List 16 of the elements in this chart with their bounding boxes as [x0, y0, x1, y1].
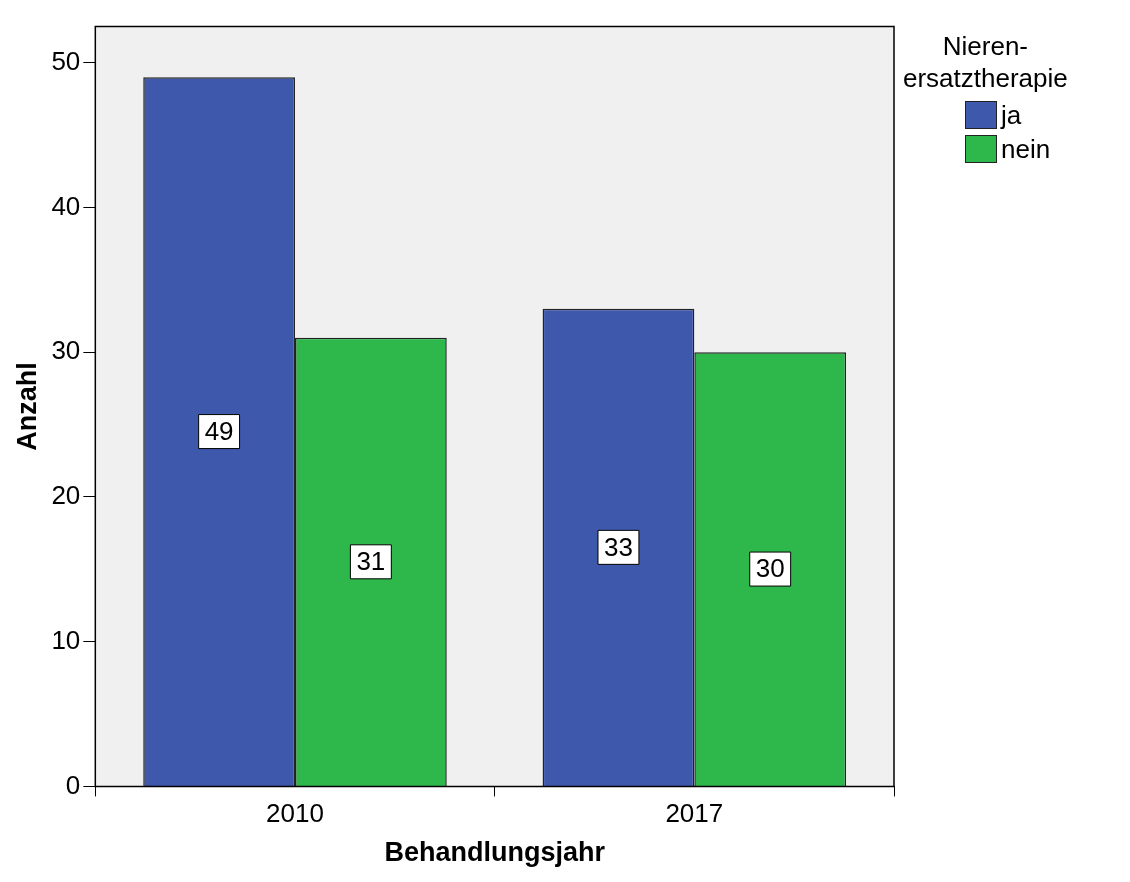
x-axis-title: Behandlungsjahr [384, 837, 606, 868]
legend-label: nein [1001, 133, 1051, 165]
x-tick-label: 2017 [665, 798, 724, 829]
y-tick-label: 30 [51, 335, 81, 366]
y-tick-label: 40 [51, 190, 81, 221]
data-label: 33 [603, 531, 633, 562]
y-tick-label: 20 [51, 480, 81, 511]
legend-label: ja [1001, 99, 1022, 131]
x-tick-label: 2010 [266, 798, 324, 829]
y-tick-label: 0 [65, 769, 81, 800]
data-label: 30 [755, 553, 785, 584]
data-label: 31 [356, 546, 386, 576]
y-tick-label: 50 [51, 45, 81, 76]
data-label: 49 [204, 415, 234, 446]
y-axis-title: Anzahl [11, 362, 42, 451]
y-tick-label: 10 [51, 624, 81, 655]
